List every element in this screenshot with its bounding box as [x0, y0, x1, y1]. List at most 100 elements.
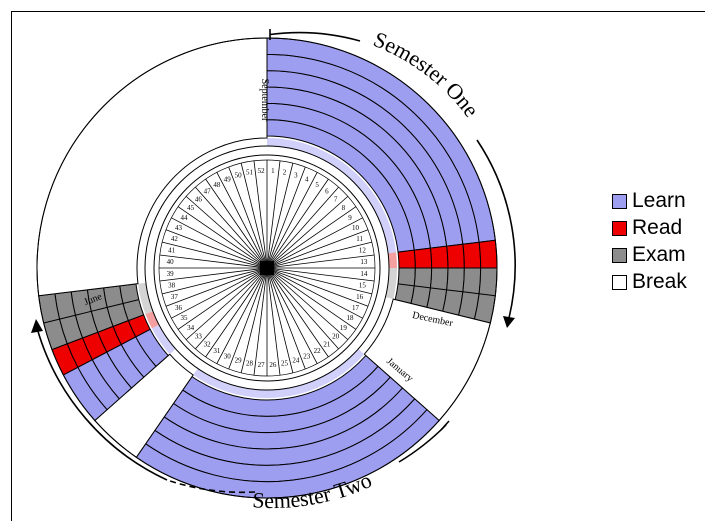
legend-item-read: Read [612, 216, 705, 240]
inner-ring [144, 145, 390, 391]
week-divider [106, 303, 124, 308]
week-number: 36 [175, 304, 183, 312]
legend-item-exam: Exam [612, 243, 705, 267]
week-number: 41 [168, 247, 176, 255]
ring-segment-read [397, 249, 416, 269]
week-number: 5 [315, 181, 319, 189]
schedule-rings [36, 37, 498, 499]
inner-band-exam [385, 268, 397, 300]
week-number: 29 [235, 357, 243, 365]
dial-hub [260, 261, 274, 275]
week-number: 40 [167, 258, 175, 266]
week-number: 39 [167, 270, 175, 278]
ring-segment-read [462, 241, 482, 269]
week-number: 18 [347, 314, 355, 322]
week-spoke [267, 163, 294, 266]
legend-label-exam: Exam [632, 243, 686, 266]
week-number: 12 [359, 247, 367, 255]
week-spoke [228, 166, 267, 266]
week-spoke [269, 229, 369, 268]
week-number: 21 [323, 340, 331, 348]
week-spoke [185, 269, 266, 340]
week-spoke [269, 241, 372, 268]
week-spoke [162, 241, 265, 268]
legend-swatch-read [612, 220, 627, 236]
diagram-frame [11, 11, 705, 521]
week-number: 38 [168, 281, 176, 289]
week-spoke [205, 270, 266, 358]
week-spoke [269, 254, 375, 269]
week-spoke [268, 269, 339, 350]
week-number: 13 [360, 258, 368, 266]
week-spoke [177, 206, 265, 267]
week-divider [91, 306, 108, 312]
week-spoke [269, 206, 357, 267]
week-spoke [159, 267, 265, 282]
week-spoke [268, 196, 349, 267]
week-divider [446, 289, 463, 293]
week-spoke [266, 160, 281, 266]
week-spoke [216, 270, 266, 364]
week-divider [75, 310, 92, 316]
week-number: 32 [204, 340, 212, 348]
week-spoke [205, 178, 266, 266]
week-spoke [216, 172, 266, 266]
week-divider [122, 299, 139, 304]
week-spoke [171, 217, 265, 267]
week-spoke [267, 166, 306, 266]
week-number: 33 [195, 333, 203, 341]
week-number: 14 [360, 270, 368, 278]
week-number: 46 [195, 195, 203, 203]
legend-swatch-exam [612, 247, 627, 263]
week-number: 49 [224, 176, 232, 184]
week-divider [479, 293, 496, 297]
week-number: 43 [175, 224, 183, 232]
week-spoke [269, 267, 375, 282]
week-spoke [159, 254, 265, 269]
ring-segment-read [413, 247, 433, 269]
week-spoke [228, 270, 267, 370]
week-number: 28 [246, 359, 254, 367]
week-divider [462, 291, 480, 295]
week-divider [43, 318, 60, 324]
week-spoke [165, 229, 265, 268]
week-number: 51 [246, 169, 254, 177]
week-spoke [253, 160, 268, 266]
week-spoke [269, 217, 363, 267]
week-number: 50 [235, 171, 243, 179]
week-spoke [165, 268, 265, 307]
inner-band-break [169, 348, 198, 375]
week-number: 44 [180, 214, 188, 222]
week-number: 2 [283, 169, 287, 177]
week-number: 47 [204, 188, 212, 196]
week-number: 15 [359, 281, 367, 289]
week-number: 25 [281, 359, 289, 367]
week-spoke [195, 269, 266, 350]
week-number: 52 [258, 167, 266, 175]
week-number: 27 [258, 361, 266, 369]
ring-segment-read [478, 239, 498, 269]
week-number: 30 [224, 352, 232, 360]
legend-label-read: Read [632, 216, 683, 239]
week-spoke [240, 163, 267, 266]
legend-item-learn: Learn [612, 189, 705, 213]
week-number: 11 [356, 235, 363, 243]
semester-one-arrowhead [503, 316, 515, 328]
week-number: 34 [187, 324, 195, 332]
week-number: 3 [294, 171, 298, 179]
week-number: 24 [292, 357, 300, 365]
week-spoke [268, 186, 339, 267]
semester-one-arrow [269, 29, 516, 319]
week-number: 1 [271, 167, 275, 175]
week-divider [430, 287, 447, 291]
legend-label-learn: Learn [632, 189, 686, 212]
week-spoke [269, 269, 363, 319]
week-spoke [240, 270, 267, 373]
week-number: 8 [342, 204, 346, 212]
week-number: 42 [171, 235, 179, 243]
week-number: 19 [340, 324, 348, 332]
legend-item-break: Break [612, 270, 705, 294]
inner-band-learn [193, 348, 365, 398]
week-divider [397, 283, 415, 287]
